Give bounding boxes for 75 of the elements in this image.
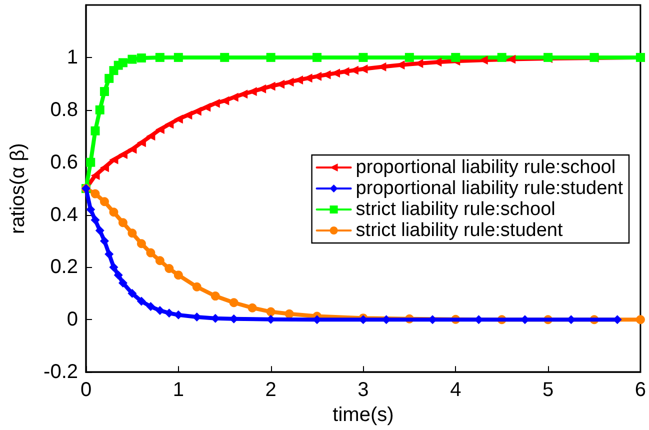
point bbox=[136, 296, 146, 306]
y-tick-label: 0.2 bbox=[50, 256, 78, 278]
legend-label: strict liability rule:student bbox=[356, 220, 564, 241]
point bbox=[174, 270, 183, 280]
point bbox=[248, 303, 257, 312]
point bbox=[202, 102, 211, 112]
point bbox=[155, 125, 164, 134]
point bbox=[404, 52, 414, 62]
point bbox=[118, 278, 128, 288]
point bbox=[183, 110, 192, 120]
x-tick-label: 2 bbox=[265, 379, 276, 402]
point bbox=[358, 52, 368, 62]
y-tick-label: 0.4 bbox=[50, 204, 78, 226]
point bbox=[90, 216, 100, 225]
y-tick-label: 0.6 bbox=[50, 151, 78, 174]
point bbox=[229, 298, 238, 308]
point bbox=[506, 54, 516, 64]
point bbox=[174, 114, 183, 124]
point bbox=[90, 189, 100, 198]
point bbox=[192, 282, 202, 292]
point bbox=[118, 150, 128, 159]
y-tick-label: 0 bbox=[66, 308, 78, 331]
legend-label: proportional liability rule:student bbox=[356, 178, 624, 199]
point bbox=[312, 52, 322, 62]
point bbox=[128, 54, 137, 64]
point bbox=[114, 270, 123, 280]
point bbox=[266, 52, 276, 62]
x-tick-label: 4 bbox=[450, 379, 462, 402]
point bbox=[104, 250, 114, 259]
point bbox=[109, 262, 118, 272]
point bbox=[636, 315, 645, 324]
x-tick-label: 3 bbox=[358, 379, 369, 402]
point bbox=[136, 53, 146, 62]
point bbox=[128, 228, 137, 238]
point bbox=[146, 302, 156, 312]
y-axis-title: ratios(α β) bbox=[7, 143, 29, 234]
point bbox=[95, 105, 104, 114]
point bbox=[146, 248, 156, 258]
legend-label: strict liability rule:school bbox=[356, 199, 556, 220]
point bbox=[109, 208, 118, 217]
y-tick-label: 1 bbox=[66, 46, 78, 68]
point bbox=[174, 52, 183, 62]
point bbox=[220, 52, 230, 62]
point bbox=[164, 264, 174, 274]
point bbox=[155, 52, 164, 62]
x-tick-label: 6 bbox=[634, 379, 646, 402]
point bbox=[210, 98, 220, 108]
point bbox=[118, 58, 128, 68]
x-axis-title: time(s) bbox=[332, 404, 394, 426]
point bbox=[109, 155, 118, 164]
point bbox=[155, 306, 164, 315]
point bbox=[100, 236, 109, 246]
point bbox=[451, 52, 460, 62]
point bbox=[210, 292, 220, 301]
x-tick-label: 5 bbox=[542, 379, 554, 402]
x-tick-label: 1 bbox=[172, 379, 184, 402]
point bbox=[128, 288, 137, 298]
point bbox=[100, 87, 109, 96]
point bbox=[164, 120, 174, 129]
point bbox=[284, 309, 294, 318]
point bbox=[86, 205, 96, 214]
y-tick-label: -0.2 bbox=[44, 361, 78, 384]
point bbox=[104, 74, 114, 83]
point bbox=[100, 197, 109, 206]
point bbox=[497, 52, 506, 62]
point bbox=[192, 106, 202, 116]
point bbox=[136, 239, 146, 248]
point bbox=[86, 158, 96, 167]
legend-label: proportional liability rule:school bbox=[356, 157, 616, 178]
point bbox=[266, 307, 276, 316]
point bbox=[90, 126, 100, 136]
point bbox=[95, 226, 104, 236]
point bbox=[118, 218, 128, 228]
y-tick-label: 0.8 bbox=[50, 98, 78, 121]
point bbox=[155, 256, 164, 266]
